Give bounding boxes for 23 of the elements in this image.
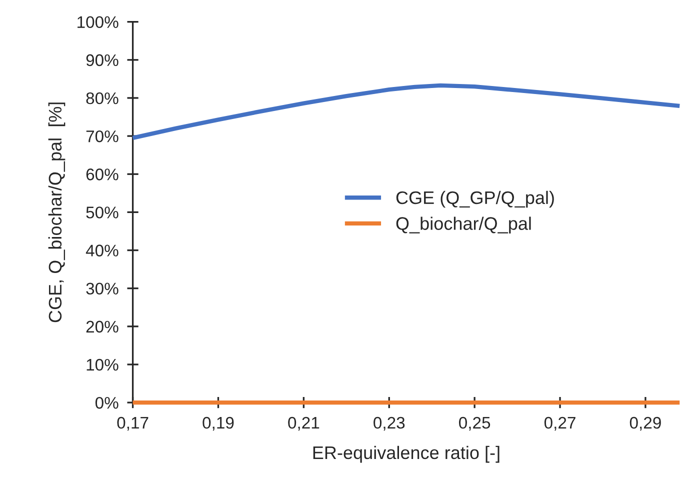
x-tick-label: 0,17	[117, 416, 148, 431]
y-tick-label: 80%	[86, 92, 118, 104]
y-tick-label: 0%	[95, 396, 118, 409]
x-tick-label: 0,29	[630, 416, 661, 431]
y-tick-label: 50%	[86, 206, 118, 218]
y-tick-label: 60%	[86, 168, 118, 180]
x-tick-label: 0,21	[288, 416, 320, 431]
legend-label: CGE (Q_GP/Q_pal)	[396, 190, 554, 208]
y-tick-label: 10%	[86, 358, 118, 371]
y-tick-label: 30%	[86, 282, 118, 295]
line-series	[130, 83, 681, 140]
y-tick-label: 40%	[86, 244, 118, 256]
y-tick-label: 20%	[86, 320, 118, 333]
x-axis-title: ER-equivalence ratio [-]	[313, 446, 500, 463]
legend-label: Q_biochar/Q_pal	[396, 216, 531, 234]
y-tick-label: 70%	[86, 130, 118, 142]
y-tick-label: 100%	[78, 16, 118, 28]
x-tick-label: 0,27	[544, 416, 576, 431]
y-tick-label: 90%	[86, 54, 118, 66]
x-tick-label: 0,19	[202, 416, 234, 431]
x-tick-label: 0,23	[374, 416, 405, 431]
y-axis-title: CGE, Q_biochar/Q_pal [%]	[48, 102, 66, 322]
x-tick-label: 0,25	[459, 416, 490, 431]
